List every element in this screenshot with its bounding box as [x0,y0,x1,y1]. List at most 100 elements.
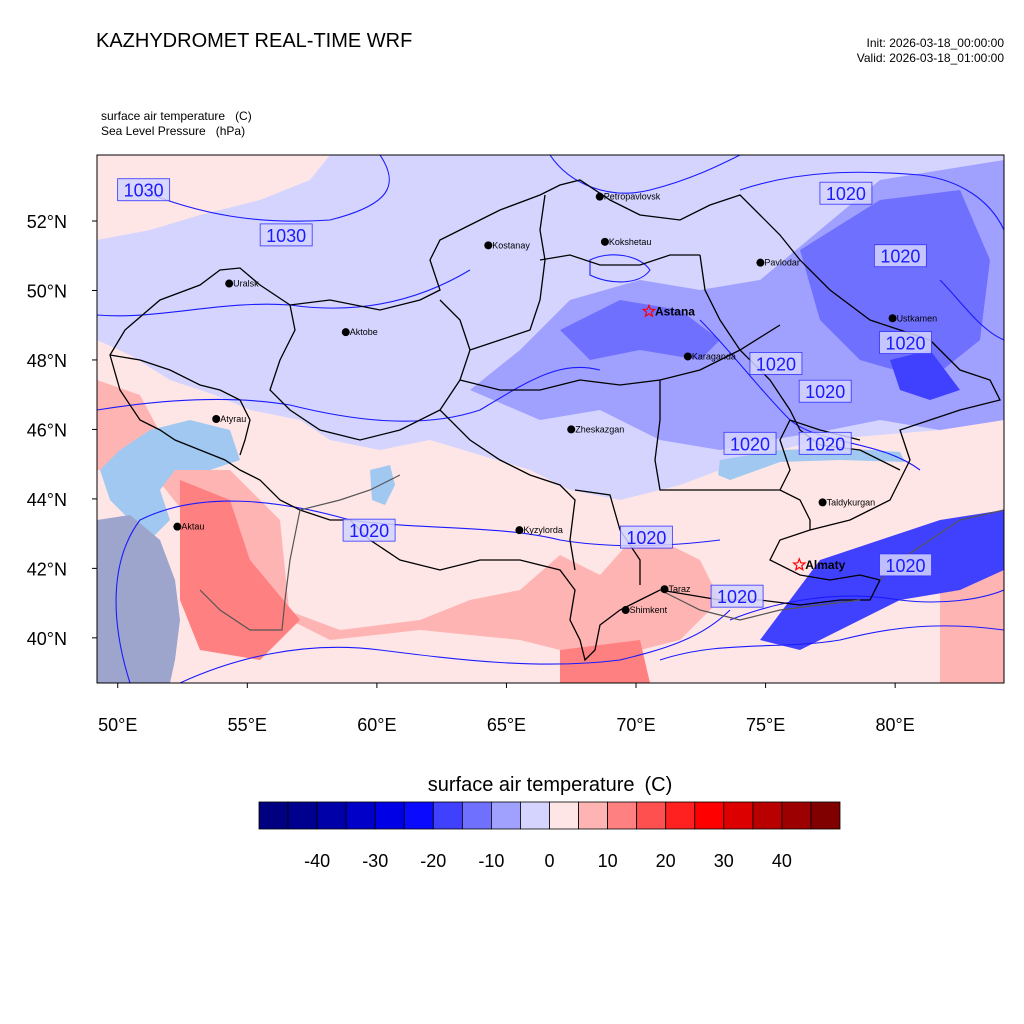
city-dot-icon [173,522,182,531]
colorbar-title-unit: (C) [644,774,673,796]
temperature-warm-zone [97,340,1004,683]
city-dot-icon [756,258,765,267]
pressure-label-box [619,525,673,549]
colorbar: -40 -30 -20 -10 0 10 20 30 40 [258,801,841,871]
pressure-label: 1020 [626,528,666,548]
colorbar-segment [520,801,550,830]
colorbar-segment [578,801,608,830]
city-label: Shimkent [630,605,668,615]
city-label: Taraz [669,584,692,594]
lon-tick-label: 80°E [876,715,915,735]
time-info: Init: 2026-03-18_00:00:00 Valid: 2026-03… [857,36,1004,66]
city-dot-icon [621,606,630,615]
variable-temperature: surface air temperature (C) [101,109,252,124]
region-border-almaty [654,380,811,530]
colorbar-tick-label: -30 [362,851,388,871]
temperature-hotter-zone [180,480,650,683]
pressure-label-box [710,584,764,608]
colorbar-segment [287,801,318,830]
isobar-kokshetau [589,254,651,283]
colorbar-tick-label: 0 [544,851,554,871]
colorbar-segment [781,801,812,830]
colorbar-segment [258,801,289,830]
city-dot-icon [600,237,609,246]
pressure-labels: 1030 1030 1020 1020 1020 1020 1020 1020 1020 1020… [117,178,932,608]
lat-tick-label: 42°N [27,559,67,579]
isobar-petropavlovsk [549,155,741,194]
capital-star-icon [641,303,657,318]
capital-label: Astana [655,304,695,318]
caspian-sea [100,420,240,540]
isobar-east-4 [939,279,1004,341]
pressure-label: 1020 [805,434,845,454]
variable-temperature-name: surface air temperature [101,109,226,123]
border-aral-region [299,474,401,511]
lat-tick-label: 44°N [27,490,67,510]
city-label: Uralsk [233,279,259,289]
variable-list: surface air temperature (C) Sea Level Pre… [101,109,252,139]
pressure-label-box [879,331,932,354]
isobar-mountains [659,625,1004,661]
lon-tick-label: 50°E [98,715,137,735]
isobar-east-3 [729,589,1004,621]
lon-tick-label: 55°E [228,715,267,735]
balkhash-lake [718,448,905,480]
isobar-east-1 [739,171,1004,231]
isobar-1030-north [139,155,390,222]
map-frame [96,154,1005,684]
city-label: Karaganda [692,351,736,361]
lat-tick-label: 40°N [27,629,67,649]
pressure-label-box [798,379,852,403]
kazakhstan-border [109,179,1001,662]
city-label: Atyrau [220,414,246,424]
pressure-label: 1020 [886,334,926,354]
pressure-label: 1020 [886,556,926,576]
temperature-coldest-east [760,350,1004,650]
colorbar-tick-label: -40 [304,851,330,871]
city-dot-icon [888,314,897,323]
city-label: Aktau [181,522,204,532]
pressure-label-box [749,352,803,375]
colorbar-segment [432,801,463,830]
colorbar-tick-label: -10 [478,851,504,871]
colorbar-tick-label: 40 [772,851,792,871]
pressure-label: 1020 [717,587,757,607]
init-time: Init: 2026-03-18_00:00:00 [866,36,1004,50]
colorbar-title-text: surface air temperature [427,774,635,796]
variable-pressure-unit: (hPa) [215,124,246,138]
region-border-west [109,354,251,456]
city-dot-icon [225,279,234,288]
temperature-mild-zone [97,155,330,240]
pressure-label: 1020 [805,382,845,402]
isobar-central-1 [97,366,601,422]
lat-tick-label: 48°N [27,351,67,371]
colorbar-tick-label: 20 [656,851,676,871]
city-label: Petropavlovsk [604,192,661,202]
pressure-label-box [819,181,873,205]
city-dot-icon [818,498,827,507]
colorbar-segment [403,801,434,830]
lat-tick-label: 50°N [27,281,67,301]
city-dot-icon [595,192,604,201]
secondary-borders [199,474,1004,631]
lon-tick-label: 70°E [616,715,655,735]
pressure-label: 1020 [730,434,770,454]
colorbar-segment [636,801,667,830]
city-label: Aktobe [350,327,378,337]
city-label: Ustkamen [897,313,938,323]
city-dot-icon [341,328,350,337]
lon-tick-label: 75°E [746,715,785,735]
pressure-label: 1030 [266,226,306,246]
pressure-label-box [259,223,313,247]
pressure-label: 1030 [124,181,164,201]
city-label: Pavlodar [764,258,800,268]
colorbar-segment [490,801,521,830]
lon-tick-label: 60°E [357,715,396,735]
lon-ticks: 50°E 55°E 60°E 65°E 70°E 75°E 80°E [98,683,915,735]
pressure-label: 1020 [756,354,796,374]
region-border-center [459,324,781,391]
colorbar-segment [316,801,347,830]
lat-tick-label: 52°N [27,212,67,232]
capital-star-icon [792,557,807,572]
